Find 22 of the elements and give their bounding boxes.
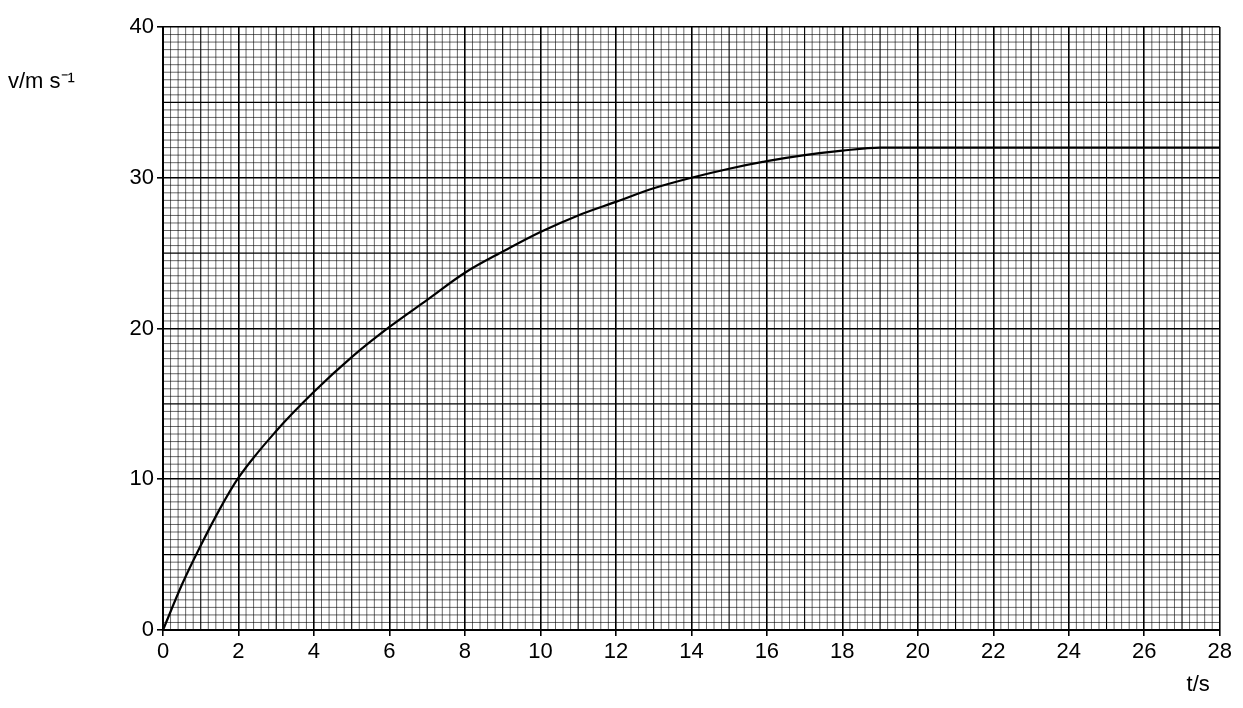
y-axis-title: v/m s⁻¹ (8, 68, 75, 94)
x-axis-title: t/s (1186, 671, 1210, 697)
x-tick-label: 12 (603, 638, 629, 664)
y-tick-label: 0 (141, 616, 154, 642)
y-tick-label: 10 (129, 465, 154, 491)
x-tick-label: 4 (307, 638, 321, 664)
x-tick-label: 26 (1132, 638, 1157, 664)
y-tick-label: 40 (129, 13, 154, 39)
x-tick-label: 8 (458, 638, 472, 664)
x-tick-label: 6 (383, 638, 396, 664)
x-tick-label: 28 (1207, 638, 1233, 664)
x-tick-label: 16 (754, 638, 780, 664)
x-tick-label: 22 (981, 638, 1006, 664)
x-tick-label: 10 (528, 638, 553, 664)
x-tick-label: 20 (905, 638, 931, 664)
x-tick-label: 14 (679, 638, 704, 664)
x-tick-label: 24 (1056, 638, 1082, 664)
y-tick-label: 20 (129, 314, 154, 340)
x-tick-label: 2 (232, 638, 245, 664)
y-tick-label: 30 (129, 163, 154, 189)
x-tick-label: 18 (830, 638, 855, 664)
x-tick-label: 0 (156, 638, 170, 664)
